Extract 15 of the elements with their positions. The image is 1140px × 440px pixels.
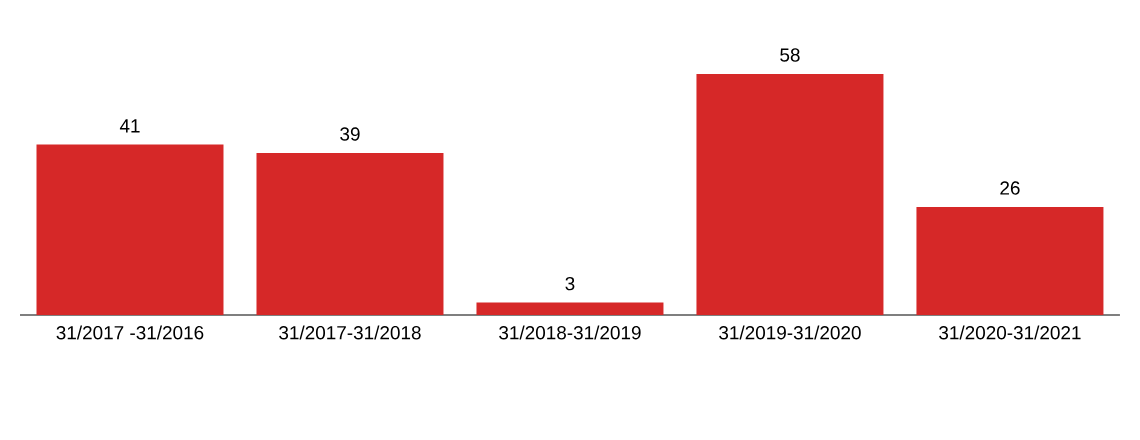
x-tick-label: 31/2017 -31/2016 — [56, 325, 204, 340]
x-tick-label: 31/2017-31/2018 — [279, 325, 421, 340]
data-label: 58 — [780, 48, 800, 62]
x-tick-label: 31/2019-31/2020 — [719, 325, 861, 340]
bar — [256, 152, 444, 315]
bar — [916, 206, 1104, 315]
bar — [476, 302, 664, 315]
x-tick-label: 31/2018-31/2019 — [499, 325, 641, 340]
x-tick-label: 31/2020-31/2021 — [939, 325, 1081, 340]
data-label: 26 — [1000, 181, 1020, 195]
data-label: 41 — [119, 119, 140, 133]
bar — [696, 73, 884, 315]
data-label: 3 — [565, 276, 575, 291]
data-label: 39 — [340, 127, 360, 141]
bar — [36, 144, 224, 315]
